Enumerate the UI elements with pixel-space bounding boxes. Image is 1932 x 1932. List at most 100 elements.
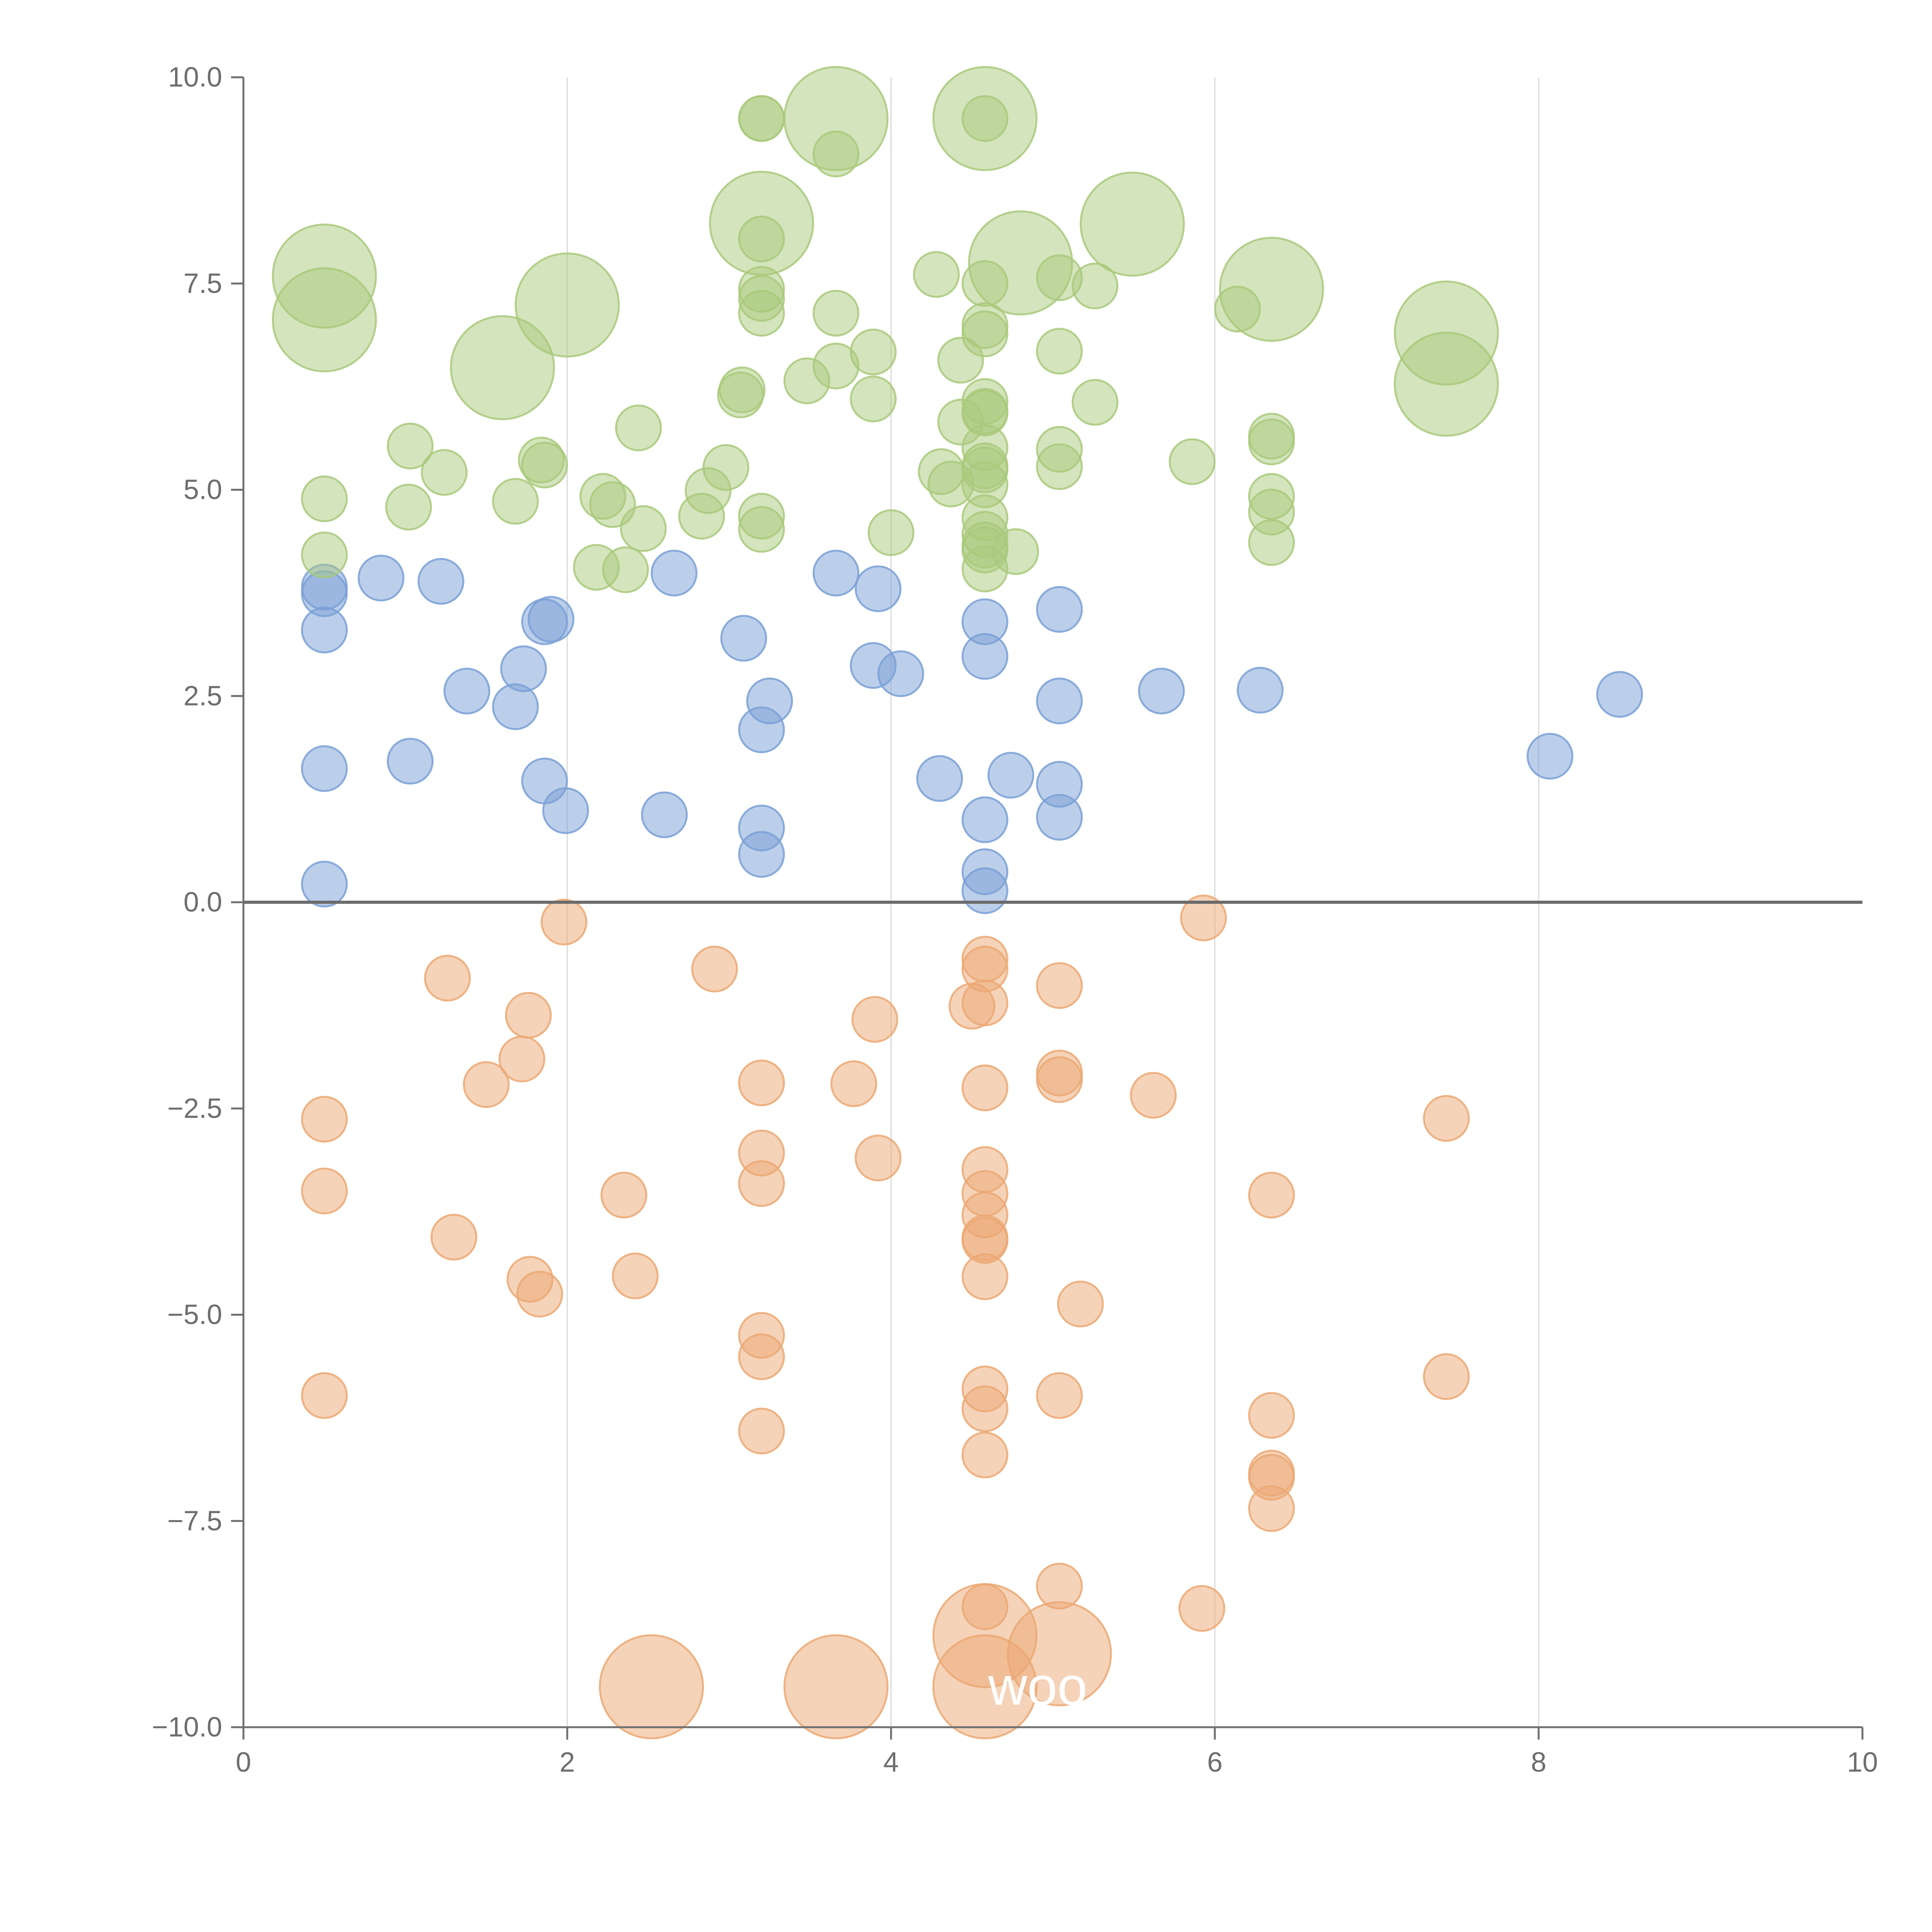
orange-point: [430, 1214, 478, 1261]
blue-point: [417, 558, 464, 605]
blue-point: [301, 745, 348, 792]
green-point: [709, 170, 814, 276]
orange-point: [1248, 1172, 1295, 1219]
annotation-label: woo: [988, 1656, 1087, 1716]
green-point: [932, 66, 1037, 171]
orange-point: [1180, 895, 1227, 942]
orange-point: [541, 898, 588, 946]
orange-point: [516, 1270, 563, 1318]
blue-point: [1526, 733, 1573, 780]
orange-point: [1423, 1095, 1470, 1142]
orange-point: [738, 1333, 785, 1380]
orange-point: [600, 1172, 648, 1219]
green-point: [1080, 172, 1185, 277]
orange-point: [738, 1408, 785, 1455]
green-point: [1071, 262, 1119, 310]
orange-point: [830, 1060, 878, 1107]
orange-point: [961, 1253, 1009, 1300]
blue-point: [1596, 671, 1643, 718]
x-tick-label: 8: [1531, 1747, 1546, 1778]
y-tick-label: 5.0: [184, 474, 222, 505]
green-point: [867, 509, 915, 556]
orange-point: [1057, 1281, 1104, 1328]
blue-point: [720, 615, 767, 662]
orange-point: [961, 979, 1009, 1026]
orange-point: [1036, 1056, 1083, 1103]
green-point: [1248, 519, 1295, 566]
green-point: [968, 210, 1073, 316]
green-point: [385, 483, 432, 531]
orange-point: [301, 1096, 348, 1143]
x-tick-label: 10: [1847, 1747, 1878, 1778]
blue-point: [813, 549, 860, 597]
orange-point: [1130, 1072, 1177, 1119]
y-tick-label: 0.0: [184, 887, 222, 918]
orange-point: [1423, 1353, 1470, 1400]
x-tick-label: 4: [883, 1747, 899, 1778]
green-point: [620, 505, 667, 552]
blue-point: [738, 831, 785, 878]
orange-point: [424, 954, 471, 1002]
blue-point: [916, 755, 963, 802]
green-point: [850, 328, 897, 376]
orange-point: [599, 1634, 704, 1740]
orange-point: [505, 992, 552, 1039]
green-point: [738, 290, 785, 337]
orange-point: [961, 1431, 1009, 1478]
green-point: [602, 546, 649, 594]
green-point: [1394, 332, 1499, 437]
green-point: [301, 475, 348, 522]
green-point: [702, 444, 750, 491]
green-point: [450, 315, 555, 420]
green-point: [719, 366, 766, 413]
green-point: [301, 531, 348, 578]
blue-point: [492, 683, 539, 730]
y-tick-label: −7.5: [167, 1505, 222, 1536]
y-tick-label: −2.5: [167, 1093, 222, 1124]
blue-point: [1236, 667, 1284, 714]
green-point: [1071, 379, 1119, 426]
orange-point: [1248, 1485, 1295, 1532]
axes: −10.0 −7.5 −5.0 −2.5 0.0 2.5 5.0 7.5 10.0 0 2 4 6 8 10: [152, 62, 1878, 1778]
green-point: [387, 422, 434, 469]
orange-point: [301, 1372, 348, 1419]
blue-point: [301, 606, 348, 653]
green-point: [515, 252, 620, 358]
green-point: [783, 66, 889, 171]
orange-point: [463, 1061, 510, 1108]
green-point: [492, 478, 539, 525]
blue-point: [651, 549, 698, 597]
orange-point: [1248, 1392, 1295, 1439]
orange-point: [961, 1064, 1009, 1111]
y-tick-label: 7.5: [184, 268, 222, 299]
green-point: [615, 404, 662, 451]
green-point: [738, 506, 785, 553]
green-point: [272, 267, 377, 372]
blue-point: [987, 752, 1034, 799]
blue-point: [387, 738, 434, 785]
y-tick-label: 10.0: [168, 62, 222, 93]
orange-point: [854, 1134, 901, 1182]
green-point: [1168, 438, 1216, 485]
green-point: [813, 290, 860, 337]
blue-point: [1138, 667, 1185, 714]
orange-point: [612, 1252, 659, 1299]
blue-point: [746, 677, 793, 724]
x-tick-label: 0: [236, 1747, 251, 1778]
green-point: [1036, 443, 1083, 490]
data-points: [272, 66, 1643, 1740]
orange-point: [1178, 1585, 1225, 1632]
blue-point: [641, 791, 688, 838]
orange-point: [783, 1634, 889, 1740]
orange-point: [301, 1167, 348, 1214]
blue-point: [1036, 794, 1083, 841]
x-tick-label: 2: [560, 1747, 575, 1778]
blue-point: [443, 667, 490, 714]
orange-point: [498, 1036, 546, 1083]
orange-point: [851, 996, 898, 1043]
green-point: [1219, 236, 1324, 342]
orange-point: [738, 1060, 785, 1107]
orange-point: [1007, 1601, 1112, 1706]
green-point: [1036, 328, 1083, 375]
